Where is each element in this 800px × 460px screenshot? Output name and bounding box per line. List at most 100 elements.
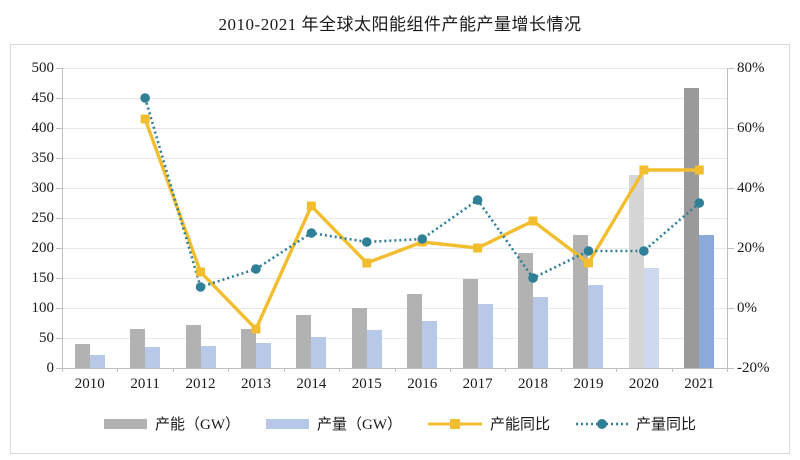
left-axis-label: 0 [46, 360, 55, 376]
gridline [62, 68, 727, 69]
capacity-bar-2016 [407, 294, 423, 368]
left-axis-tick [56, 98, 62, 99]
left-axis-tick [56, 248, 62, 249]
legend-label-production-yoy: 产量同比 [636, 417, 697, 433]
right-axis-tick [728, 308, 734, 309]
right-axis-label: -20% [737, 360, 770, 376]
production-bar-2015 [366, 330, 382, 368]
right-axis-tick [728, 188, 734, 189]
left-axis-tick [56, 188, 62, 189]
production-bar-2014 [311, 336, 327, 368]
x-axis-label-2020: 2020 [628, 376, 659, 392]
capacity-bar-2012 [185, 325, 201, 368]
production-bar-2021 [699, 234, 715, 368]
x-axis-tick [117, 368, 119, 372]
x-axis-tick [727, 368, 728, 372]
x-axis-tick [62, 368, 63, 372]
chart-title: 2010-2021 年全球太阳能组件产能产量增长情况 [218, 15, 582, 34]
capacity-bar-2020 [628, 174, 644, 368]
x-axis-tick [505, 368, 507, 372]
right-axis-label: 40% [737, 180, 765, 196]
gridline [62, 308, 727, 309]
capacity-bar-swatch-icon [103, 418, 147, 429]
right-axis-label: 0% [737, 300, 757, 316]
production-bar-2013 [255, 342, 271, 368]
right-axis-line [727, 68, 728, 369]
x-axis-tick [449, 368, 451, 372]
left-axis-label: 300 [31, 180, 55, 196]
production-yoy-line-swatch-icon [576, 418, 628, 429]
gridline [62, 158, 727, 159]
x-axis-tick [560, 368, 562, 372]
left-axis-label: 400 [31, 120, 55, 136]
left-axis-tick [56, 308, 62, 309]
legend-item-production: 产量（GW） [265, 413, 402, 434]
left-axis-tick [56, 218, 62, 219]
left-axis-tick [56, 158, 62, 159]
gridline [62, 128, 727, 129]
legend-item-production-yoy: 产量同比 [576, 413, 696, 434]
production-bar-2016 [422, 321, 438, 368]
right-axis-tick [728, 68, 734, 69]
gridline [62, 338, 727, 339]
production-bar-2018 [533, 297, 549, 368]
left-axis-label: 450 [31, 90, 55, 106]
x-axis-label-2019: 2019 [573, 376, 604, 392]
legend: 产能（GW） 产量（GW） 产能同比 产量同比 [0, 413, 800, 434]
x-axis-tick [339, 368, 341, 372]
left-axis-tick [56, 338, 62, 339]
left-axis-tick [56, 368, 62, 369]
x-axis-tick [394, 368, 396, 372]
left-axis-tick [56, 128, 62, 129]
x-axis-tick [671, 368, 673, 372]
x-axis-label-2014: 2014 [296, 376, 327, 392]
right-axis-tick [728, 128, 734, 129]
left-axis-label: 500 [31, 60, 55, 76]
left-axis-label: 150 [31, 270, 55, 286]
capacity-bar-2013 [240, 329, 256, 368]
production-bar-2020 [643, 268, 659, 368]
x-axis-label-2015: 2015 [351, 376, 382, 392]
right-axis-tick [728, 248, 734, 249]
legend-item-capacity: 产能（GW） [103, 413, 240, 434]
left-axis-label: 200 [31, 240, 55, 256]
capacity-bar-2017 [462, 279, 478, 368]
production-bar-2011 [145, 347, 161, 368]
left-axis-tick [56, 68, 62, 69]
capacity-yoy-line-swatch-icon [427, 418, 482, 429]
production-bar-2010 [89, 355, 105, 368]
production-bar-2019 [588, 285, 604, 368]
legend-label-capacity: 产能（GW） [154, 417, 240, 433]
right-axis-label: 60% [737, 120, 765, 136]
x-axis-label-2016: 2016 [407, 376, 438, 392]
x-axis-tick [228, 368, 230, 372]
capacity-bar-2021 [684, 87, 700, 368]
x-axis-label-2017: 2017 [462, 376, 493, 392]
capacity-bar-2014 [296, 315, 312, 368]
left-axis-label: 50 [39, 330, 54, 346]
left-axis-label: 250 [31, 210, 55, 226]
legend-item-capacity-yoy: 产能同比 [427, 413, 550, 434]
x-axis-label-2010: 2010 [74, 376, 105, 392]
x-axis-tick [616, 368, 618, 372]
production-bar-2012 [200, 346, 216, 368]
capacity-bar-2011 [130, 329, 146, 368]
x-axis-label-2012: 2012 [185, 376, 216, 392]
x-axis-tick [283, 368, 285, 372]
left-axis-label: 100 [31, 300, 55, 316]
x-axis-tick [172, 368, 174, 372]
gridline [62, 98, 727, 99]
gridline [62, 218, 727, 219]
legend-label-production: 产量（GW） [316, 417, 402, 433]
production-bar-2017 [477, 304, 493, 368]
x-axis-label-2013: 2013 [240, 376, 271, 392]
capacity-bar-2015 [351, 308, 367, 368]
x-axis-label-2011: 2011 [130, 376, 160, 392]
legend-label-capacity-yoy: 产能同比 [489, 417, 550, 433]
left-axis-line [62, 68, 63, 369]
gridline [62, 248, 727, 249]
right-axis-tick [728, 368, 734, 369]
right-axis-label: 20% [737, 240, 765, 256]
left-axis-label: 350 [31, 150, 55, 166]
